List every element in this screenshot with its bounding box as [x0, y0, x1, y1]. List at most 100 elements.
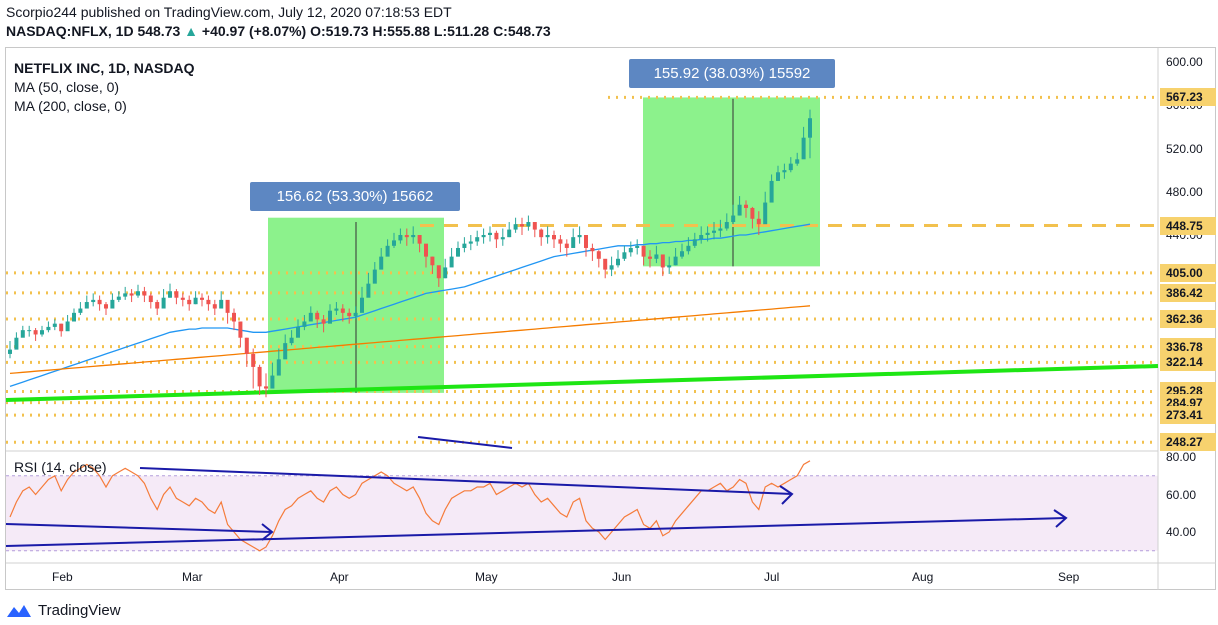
candle-body: [174, 291, 179, 298]
low-value: 511.28: [447, 23, 490, 39]
candle-body: [180, 297, 185, 300]
candle-body: [148, 295, 153, 303]
candle-body: [379, 256, 384, 270]
chart-legend: NETFLIX INC, 1D, NASDAQ MA (50, close, 0…: [14, 59, 194, 116]
level-price-badge: 448.75: [1160, 216, 1216, 235]
time-tick-label: May: [475, 570, 498, 584]
candle-body: [321, 319, 326, 324]
candle-body: [360, 297, 364, 313]
legend-ma200: MA (200, close, 0): [14, 98, 127, 114]
rsi-trendline-3: [5, 517, 1067, 547]
level-price-badge: 405.00: [1160, 263, 1216, 282]
arrow-head-icon: [1053, 509, 1068, 528]
time-tick-label: Feb: [52, 570, 73, 584]
candle-body: [404, 235, 409, 238]
candle-body: [532, 222, 537, 230]
candle-body: [264, 386, 268, 389]
candle-body: [430, 256, 435, 266]
candle-body: [776, 172, 780, 181]
candle-body: [251, 353, 256, 367]
candle-body: [283, 343, 288, 360]
candle-body: [225, 299, 230, 313]
candle-body: [456, 247, 460, 257]
candle-body: [392, 240, 396, 246]
candle-body: [116, 296, 121, 300]
candle-body: [72, 312, 76, 322]
candle-body: [328, 310, 332, 324]
candle-body: [302, 321, 307, 327]
candle-body: [200, 297, 204, 300]
candle-body: [449, 256, 454, 268]
last-price: 548.73: [137, 23, 181, 39]
candle-body: [334, 308, 339, 311]
candle-body: [206, 299, 211, 305]
candle-body: [769, 180, 774, 203]
candle-body: [97, 299, 102, 305]
level-price-badge: 273.41: [1160, 406, 1216, 425]
candle-body: [52, 323, 57, 327]
level-price-badge: 362.36: [1160, 309, 1216, 328]
candle-body: [417, 235, 422, 244]
candle-body: [507, 229, 512, 238]
candle-body: [136, 291, 140, 296]
legend-ma50: MA (50, close, 0): [14, 79, 120, 95]
price-tick-label: 480.00: [1166, 184, 1203, 199]
candle-body: [308, 312, 313, 322]
level-price-badge: 248.27: [1160, 433, 1216, 452]
rsi-tick-label: 40.00: [1166, 525, 1197, 539]
brand-name: TradingView: [38, 602, 121, 619]
candle-body: [731, 215, 736, 223]
measure-label-1: 156.62 (53.30%) 15662: [250, 182, 460, 211]
candle-body: [654, 254, 659, 259]
candle-body: [411, 235, 416, 238]
time-tick-label: Aug: [912, 570, 934, 584]
level-price-badge: 322.14: [1160, 353, 1216, 372]
candle-body: [705, 232, 710, 235]
candle-body: [616, 258, 620, 266]
candle-body: [513, 224, 518, 230]
candle-body: [462, 243, 467, 248]
candle-body: [398, 235, 403, 241]
candle-body: [110, 299, 115, 309]
candle-body: [692, 239, 697, 246]
price-tick-label: 520.00: [1166, 141, 1203, 156]
candle-body: [801, 137, 806, 160]
candle-body: [385, 245, 390, 257]
candle-body: [584, 235, 588, 248]
candle-body: [712, 230, 716, 233]
drawn-line: [417, 436, 513, 449]
candle-body: [20, 330, 25, 338]
high-value: 555.88: [387, 23, 430, 39]
tradingview-logo-icon: [7, 604, 31, 617]
rsi-trendline-2: [5, 523, 273, 533]
open-value: 519.73: [325, 23, 369, 39]
rsi-trendline-1: [139, 467, 793, 495]
candle-body: [545, 235, 550, 238]
symbol: NASDAQ:NFLX, 1D: [6, 23, 134, 39]
candle-body: [628, 247, 633, 253]
candle-body: [699, 235, 704, 240]
candle-body: [129, 293, 134, 296]
candle-body: [756, 218, 761, 225]
candle-body: [641, 245, 646, 257]
low-label: L:: [433, 23, 448, 39]
candle-body: [577, 235, 582, 238]
candle-body: [14, 337, 19, 350]
candle-body: [40, 330, 44, 335]
tradingview-logo[interactable]: TradingView: [6, 602, 121, 619]
publish-info: Scorpio244 published on TradingView.com,…: [6, 4, 452, 20]
candle-body: [340, 308, 345, 313]
rsi-tick-label: 80.00: [1166, 450, 1197, 464]
candle-body: [276, 359, 281, 376]
rsi-tick-label: 60.00: [1166, 487, 1197, 502]
candle-body: [782, 170, 787, 173]
candle-body: [488, 232, 492, 235]
candle-body: [622, 252, 627, 259]
candle-body: [347, 312, 352, 317]
candle-body: [571, 237, 576, 248]
candle-body: [808, 118, 812, 138]
candle-body: [596, 251, 601, 259]
price-tick-label: 600.00: [1166, 55, 1203, 69]
candle-body: [718, 228, 723, 231]
